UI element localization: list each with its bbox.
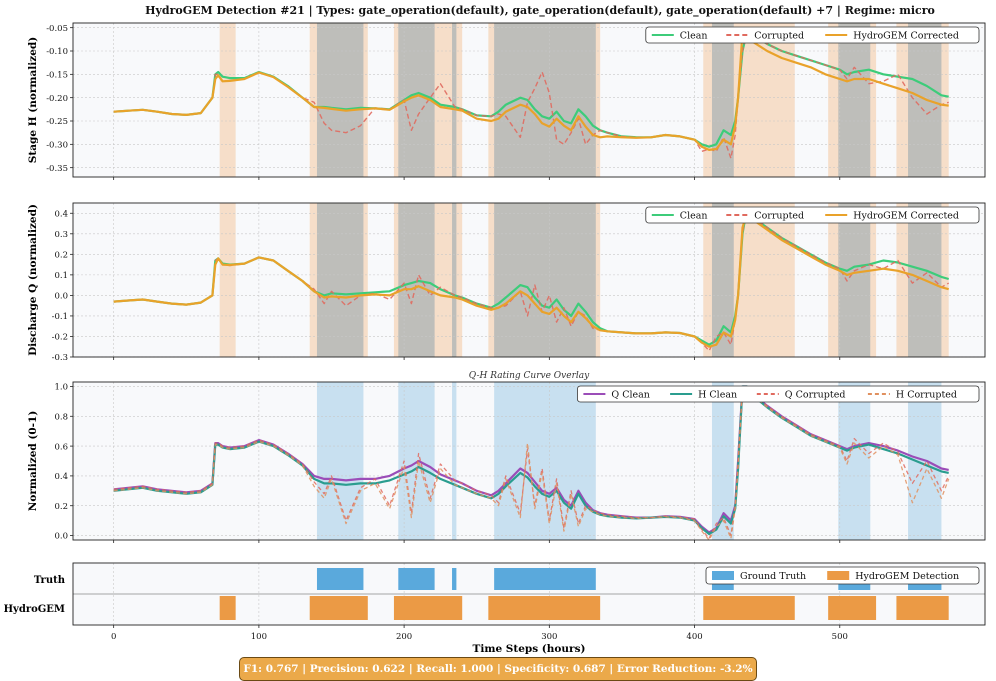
y-tick-label: 0.3 <box>54 230 68 240</box>
x-tick-label: 300 <box>541 632 557 642</box>
y-tick-label: 0.6 <box>54 442 68 452</box>
legend-box <box>645 206 980 224</box>
rating-subtitle: Q-H Rating Curve Overlay <box>469 371 590 381</box>
metrics-footer: F1: 0.767 | Precision: 0.622 | Recall: 1… <box>239 657 757 681</box>
x-tick-label: 200 <box>396 632 412 642</box>
truth-shade <box>711 382 734 540</box>
truth-shade <box>316 23 364 177</box>
y-tick-label: 1.0 <box>54 383 68 393</box>
figure-title: HydroGEM Detection #21 | Types: gate_ope… <box>145 4 935 18</box>
x-tick-label: 0 <box>111 632 116 642</box>
truth-bar <box>452 568 457 590</box>
y-tick-label: 0.4 <box>54 209 68 219</box>
rating-ylabel: Normalized (0-1) <box>27 411 39 512</box>
y-tick-label: -0.20 <box>46 94 68 104</box>
x-tick-label: 400 <box>686 632 702 642</box>
y-tick-label: 0.0 <box>54 532 68 542</box>
x-tick-label: 100 <box>251 632 267 642</box>
legend-label: HydroGEM Detection <box>855 571 959 582</box>
y-tick-label: -0.15 <box>46 71 68 81</box>
truth-row-label: Truth <box>34 575 66 586</box>
time-xlabel: Time Steps (hours) <box>473 643 586 655</box>
truth-shade <box>452 23 457 177</box>
y-tick-label: -0.3 <box>52 353 68 363</box>
detection-bar <box>309 596 368 620</box>
truth-shade <box>398 203 435 357</box>
legend-label: H Clean <box>698 390 737 401</box>
truth-shade <box>494 203 596 357</box>
legend-label: Ground Truth <box>740 571 806 582</box>
truth-bar <box>316 568 364 590</box>
legend-swatch <box>712 571 734 580</box>
axes-frame <box>72 202 986 358</box>
rating-panel: Q-H Rating Curve Overlay 0.0 0.2 0.4 0.6 0.8… <box>27 371 986 543</box>
y-tick-label: -0.10 <box>46 47 68 57</box>
stage-ylabel: Stage H (normalized) <box>27 37 39 163</box>
y-tick-label: 0.2 <box>54 502 68 512</box>
axes-frame <box>72 562 986 626</box>
truth-shade <box>838 382 871 540</box>
truth-shade <box>711 203 734 357</box>
series-line-hydrogem-corrected <box>113 212 949 348</box>
y-tick-label: 0.2 <box>54 251 68 261</box>
detection-bar <box>393 596 463 620</box>
discharge-panel: -0.3 -0.2 -0.1 0.0 0.1 0.2 0.3 0.4 Clean Corrupte… <box>27 202 986 363</box>
legend-label: Clean <box>680 211 708 222</box>
series-line-h-corrupted <box>113 385 950 540</box>
y-tick-label: 0.1 <box>54 271 68 281</box>
truth-shade <box>452 382 457 540</box>
truth-shade <box>838 23 871 177</box>
detection-bar <box>488 596 601 620</box>
truth-shade <box>494 382 596 540</box>
truth-shade <box>316 203 364 357</box>
detection-bar <box>219 596 236 620</box>
detection-panel: 0 100 200 300 400 500 Ground Truth HydroGEM Det… <box>4 562 986 655</box>
y-tick-label: -0.05 <box>46 24 68 34</box>
truth-shade <box>316 382 364 540</box>
legend-label: Q Clean <box>611 390 650 401</box>
y-tick-label: -0.30 <box>46 141 68 151</box>
truth-bar <box>494 568 596 590</box>
y-tick-label: 0.0 <box>54 292 68 302</box>
truth-shade <box>452 203 457 357</box>
y-tick-label: -0.25 <box>46 117 68 127</box>
y-tick-label: -0.1 <box>52 312 68 322</box>
detection-bar <box>896 596 949 620</box>
detection-shade <box>219 23 236 177</box>
x-tick-label: 500 <box>832 632 848 642</box>
legend-swatch <box>827 571 850 580</box>
y-tick-label: -0.2 <box>52 333 68 343</box>
legend-label: HydroGEM Corrected <box>853 31 959 42</box>
legend-label: Q Corrupted <box>785 390 846 401</box>
detection-bar <box>703 596 795 620</box>
axes-frame <box>72 381 986 541</box>
discharge-ylabel: Discharge Q (normalized) <box>27 204 39 356</box>
legend-label: Corrupted <box>754 31 804 42</box>
truth-shade <box>838 203 871 357</box>
stage-panel: -0.35 -0.30 -0.25 -0.20 -0.15 -0.10 -0.05 Clean… <box>27 22 986 180</box>
detection-bar <box>828 596 877 620</box>
truth-shade <box>711 23 734 177</box>
detection-shade <box>219 203 236 357</box>
y-tick-label: 0.4 <box>54 472 68 482</box>
y-tick-label: 0.8 <box>54 412 68 422</box>
legend-label: HydroGEM Corrected <box>853 211 959 222</box>
legend-label: H Corrupted <box>896 390 957 401</box>
axes-frame <box>72 22 986 178</box>
truth-shade <box>494 23 596 177</box>
y-tick-label: -0.35 <box>46 164 68 174</box>
legend-box <box>645 26 980 44</box>
series-line-hydrogem-corrected <box>113 31 949 151</box>
legend-label: Corrupted <box>754 211 804 222</box>
truth-bar <box>398 568 435 590</box>
legend-label: Clean <box>680 31 708 42</box>
hydrogem-row-label: HydroGEM <box>4 604 65 615</box>
